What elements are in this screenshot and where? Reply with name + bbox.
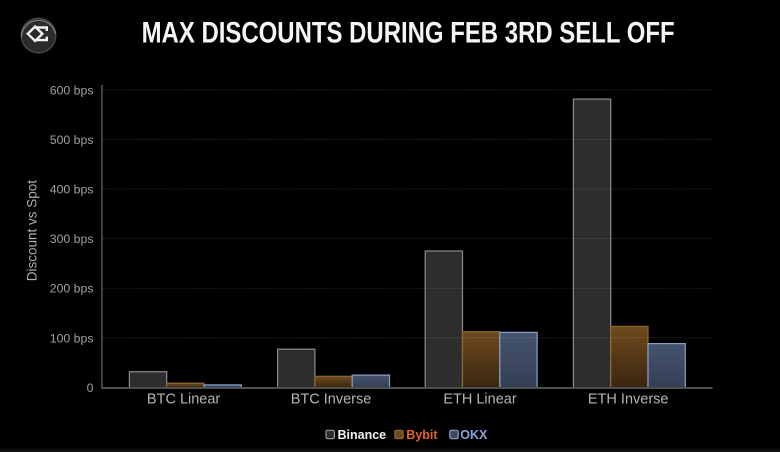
svg-text:600 bps: 600 bps xyxy=(50,83,94,97)
svg-text:Bybit: Bybit xyxy=(406,428,438,442)
svg-text:100 bps: 100 bps xyxy=(50,331,94,345)
svg-text:200 bps: 200 bps xyxy=(50,282,94,296)
svg-text:300 bps: 300 bps xyxy=(50,232,94,246)
svg-text:ETH Inverse: ETH Inverse xyxy=(588,392,669,408)
svg-text:400 bps: 400 bps xyxy=(50,183,94,197)
svg-text:ETH Linear: ETH Linear xyxy=(443,392,517,408)
svg-text:0: 0 xyxy=(87,381,94,395)
svg-text:MAX DISCOUNTS DURING FEB 3RD S: MAX DISCOUNTS DURING FEB 3RD SELL OFF xyxy=(142,16,675,49)
svg-text:OKX: OKX xyxy=(460,428,488,442)
svg-text:Discount vs Spot: Discount vs Spot xyxy=(25,180,40,282)
svg-text:BTC Linear: BTC Linear xyxy=(147,392,221,408)
svg-text:500 bps: 500 bps xyxy=(50,133,94,147)
svg-text:Binance: Binance xyxy=(338,428,387,442)
svg-text:BTC Inverse: BTC Inverse xyxy=(291,392,372,408)
